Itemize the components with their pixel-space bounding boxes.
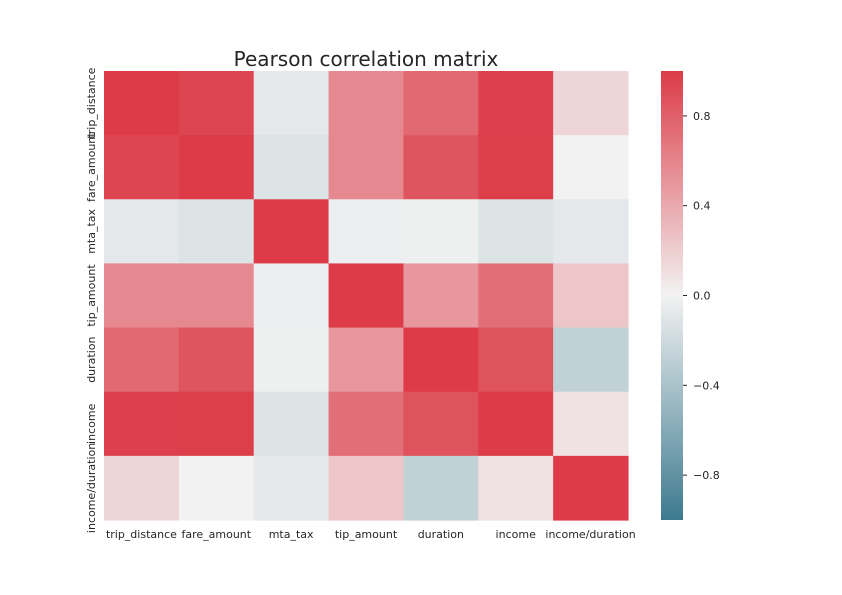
- x-tick-label: duration: [418, 528, 464, 541]
- heatmap-cell: [478, 455, 554, 521]
- heatmap-cell: [104, 199, 180, 265]
- heatmap-cells: [104, 71, 629, 521]
- heatmap-cell: [478, 263, 554, 329]
- heatmap-cell: [178, 135, 255, 200]
- y-tick-label: duration: [85, 336, 98, 382]
- heatmap-cell: [553, 135, 629, 200]
- heatmap-cell: [253, 327, 330, 393]
- heatmap-cell: [553, 455, 629, 521]
- heatmap-cell: [104, 391, 180, 457]
- heatmap-cell: [328, 135, 405, 200]
- heatmap-cell: [553, 391, 629, 457]
- heatmap-cell: [403, 327, 479, 393]
- heatmap-cell: [328, 71, 405, 136]
- heatmap-cell: [178, 327, 255, 393]
- y-tick-label: mta_tax: [85, 208, 98, 253]
- colorbar-tick-label: 0.4: [693, 200, 711, 213]
- colorbar-tick-label: 0.8: [693, 110, 711, 123]
- x-tick-labels: trip_distance fare_amount mta_tax tip_amoun…: [106, 528, 636, 541]
- chart-title: Pearson correlation matrix: [234, 47, 499, 71]
- heatmap-cell: [104, 263, 180, 329]
- heatmap-cell: [253, 135, 330, 200]
- heatmap-cell: [104, 135, 180, 200]
- heatmap-cell: [478, 391, 554, 457]
- heatmap-cell: [253, 263, 330, 329]
- y-tick-label: trip_distance: [85, 67, 98, 138]
- heatmap-cell: [403, 263, 479, 329]
- heatmap-cell: [178, 391, 255, 457]
- x-tick-label: income/duration: [545, 528, 635, 541]
- x-tick-label: trip_distance: [106, 528, 177, 541]
- heatmap-cell: [328, 263, 405, 329]
- heatmap-cell: [478, 135, 554, 200]
- heatmap-cell: [178, 199, 255, 265]
- heatmap-cell: [328, 199, 405, 265]
- colorbar-ticks: −0.8 −0.4 0.0 0.4 0.8: [683, 110, 720, 482]
- heatmap-cell: [328, 327, 405, 393]
- heatmap-cell: [253, 71, 330, 136]
- heatmap-cell: [553, 71, 629, 136]
- y-tick-label: income/duration: [85, 443, 98, 533]
- y-tick-label: income: [85, 403, 98, 444]
- heatmap-cell: [403, 455, 479, 521]
- heatmap-cell: [553, 327, 629, 393]
- heatmap-cell: [478, 71, 554, 136]
- colorbar-tick-label: −0.4: [693, 379, 720, 392]
- x-tick-label: tip_amount: [335, 528, 398, 541]
- x-tick-label: fare_amount: [181, 528, 251, 541]
- x-tick-label: mta_tax: [269, 528, 314, 541]
- heatmap-cell: [178, 263, 255, 329]
- heatmap-cell: [178, 71, 255, 136]
- heatmap-cell: [253, 391, 330, 457]
- heatmap-cell: [328, 455, 405, 521]
- colorbar-tick-label: −0.8: [693, 469, 720, 482]
- y-tick-label: tip_amount: [85, 264, 98, 327]
- colorbar: [661, 71, 683, 520]
- heatmap-cell: [553, 263, 629, 329]
- heatmap-cell: [104, 327, 180, 393]
- heatmap-cell: [253, 455, 330, 521]
- heatmap-cell: [104, 71, 180, 136]
- heatmap-cell: [104, 455, 180, 521]
- colorbar-tick-label: 0.0: [693, 290, 711, 303]
- heatmap-cell: [478, 327, 554, 393]
- heatmap-cell: [478, 199, 554, 265]
- heatmap-cell: [403, 71, 479, 136]
- heatmap-cell: [403, 135, 479, 200]
- heatmap-cell: [328, 391, 405, 457]
- x-tick-label: income: [496, 528, 537, 541]
- heatmap-cell: [253, 199, 330, 265]
- y-tick-label: fare_amount: [85, 132, 98, 202]
- heatmap-cell: [403, 391, 479, 457]
- heatmap-cell: [178, 455, 255, 521]
- heatmap-cell: [403, 199, 479, 265]
- heatmap-cell: [553, 199, 629, 265]
